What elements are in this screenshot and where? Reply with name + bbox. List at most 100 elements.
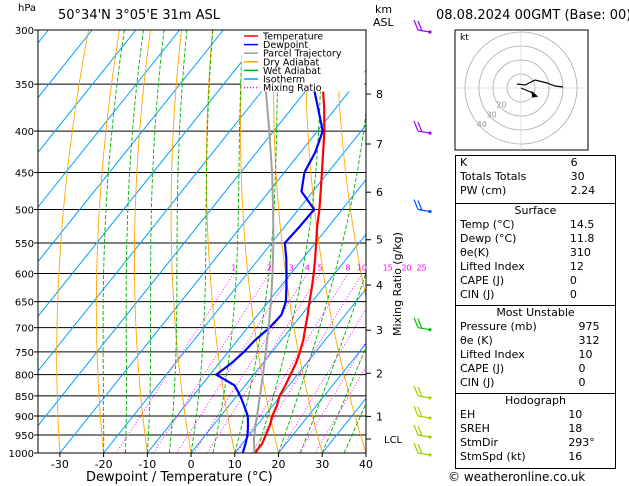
isotherm-line (38, 30, 93, 99)
index-value: 6 (570, 156, 578, 169)
mixing-ratio-label: 20 (401, 264, 411, 273)
km-tick-label: 2 (376, 367, 383, 380)
index-value: 30 (570, 170, 585, 183)
wind-barb-feather (413, 19, 419, 31)
plot-frame (37, 29, 367, 454)
temperature-tick-label: 30 (315, 458, 329, 471)
wind-barb-feather (417, 121, 423, 133)
legend-entry: Mixing Ratio (263, 83, 322, 94)
surface-label: Dewp (°C) (460, 232, 517, 245)
isotherm-line (59, 69, 366, 453)
mixing-ratio-label: 5 (318, 264, 323, 273)
x-axis-label: Dewpoint / Temperature (°C) (86, 470, 273, 485)
dry-adiabat-line (205, 30, 236, 453)
km-tick-label: 3 (376, 324, 383, 337)
isotherm-line (38, 30, 312, 372)
mixing-ratio-label: 1 (231, 264, 236, 273)
isotherm-line (0, 30, 5, 453)
km-tick-label: 6 (376, 186, 383, 199)
dry-adiabat-line (240, 30, 279, 453)
wet-adiabat-line (278, 108, 366, 453)
wind-barb-feather (413, 317, 419, 328)
pressure-tick-label: 850 (15, 392, 34, 403)
pressure-tick-label: 300 (15, 26, 34, 37)
legend-entry: Dewpoint (263, 40, 308, 51)
wind-barb-dot (428, 396, 432, 400)
km-tick-label: 7 (376, 138, 383, 151)
isotherm-line (38, 30, 180, 208)
temperature-tick-label: 0 (188, 458, 195, 471)
most-unstable-row: Lifted Index 10 (456, 348, 615, 362)
pressure-tick-label: 400 (15, 127, 34, 138)
surface-label: Temp (°C) (460, 218, 515, 231)
index-label: Totals Totals (460, 170, 527, 183)
wind-barb-dot (428, 209, 432, 214)
temperature-tick-label: -30 (51, 458, 69, 471)
dry-adiabat-line (304, 30, 366, 453)
pressure-axis-unit: hPa (18, 3, 37, 14)
wind-barb-feather (413, 120, 419, 132)
wind-barb-feather (417, 318, 423, 329)
index-value: 2.24 (570, 184, 596, 197)
surface-label: Lifted Index (460, 260, 525, 273)
hodograph-ring-label: 30 (487, 110, 497, 119)
isotherm-line (38, 30, 137, 154)
temperature-tick-label: -10 (138, 458, 156, 471)
hodograph-title: Hodograph (505, 394, 566, 407)
pressure-tick-label: 700 (15, 324, 34, 335)
wind-barb-feather (413, 424, 419, 436)
index-label: K (460, 156, 468, 169)
hodograph-trace (516, 79, 564, 88)
km-tick-label: 5 (376, 234, 383, 247)
dry-adiabat-line (95, 30, 120, 453)
legend-entry: Wet Adiabat (263, 66, 321, 77)
surface-value: 310 (569, 246, 591, 259)
most-unstable-value: 0 (578, 362, 586, 375)
hodograph-row: StmDir 293° (456, 436, 615, 450)
wind-barb-dot (428, 30, 432, 34)
legend-box (241, 30, 365, 92)
isotherm-line (38, 30, 224, 263)
mixing-ratio-line (251, 273, 363, 453)
hodograph-label: StmDir (460, 436, 499, 449)
hodograph-box: Hodograph EH 10 SREH 18 StmDir 293° StmSpd … (455, 393, 616, 469)
surface-box: Surface Temp (°C) 14.5 Dewp (°C) 11.8 θe(K… (455, 203, 616, 307)
hodograph-table: Hodograph EH 10 SREH 18 StmDir 293° StmSpd … (456, 394, 615, 464)
most-unstable-value: 975 (578, 320, 600, 333)
parcel-trajectory-curve (252, 30, 275, 453)
mixing-ratio-label: 10 (357, 264, 367, 273)
wind-barb (417, 415, 431, 419)
pressure-tick-label: 450 (15, 168, 34, 179)
pressure-tick-label: 550 (15, 239, 34, 250)
pressure-tick-label: 950 (15, 431, 34, 442)
hodograph-row: StmSpd (kt) 16 (456, 450, 615, 464)
wind-barb-dot (428, 435, 432, 439)
wind-barb-feather (417, 20, 423, 32)
wind-barb (417, 452, 431, 456)
hodograph-label: EH (460, 408, 476, 421)
wind-barb-dot (428, 453, 432, 457)
dry-adiabat-line (133, 30, 151, 453)
mixing-ratio-label: 4 (305, 264, 310, 273)
hodograph-label: StmSpd (kt) (460, 450, 526, 463)
surface-row: Dewp (°C) 11.8 (456, 232, 615, 246)
wind-barb-feather (413, 199, 419, 210)
most-unstable-label: θe (K) (460, 334, 493, 347)
pressure-tick-label: 600 (15, 270, 34, 281)
surface-row: CIN (J) 0 (456, 288, 615, 302)
location-title: 50°34'N 3°05'E 31m ASL (58, 8, 220, 23)
temperature-tick-label: 20 (272, 458, 286, 471)
km-tick-label: 8 (376, 88, 383, 101)
dry-adiabat-line (170, 30, 192, 453)
hodograph-row: EH 10 (456, 408, 615, 422)
hodograph-value: 18 (568, 422, 583, 435)
km-tick-label: 4 (376, 279, 383, 292)
isotherm-line (234, 288, 366, 453)
surface-label: CAPE (J) (460, 274, 505, 287)
wind-barb (417, 208, 431, 213)
isotherm-line (38, 30, 355, 427)
temperature-tick-label: -20 (95, 458, 113, 471)
temperature-tick-label: 40 (359, 458, 373, 471)
